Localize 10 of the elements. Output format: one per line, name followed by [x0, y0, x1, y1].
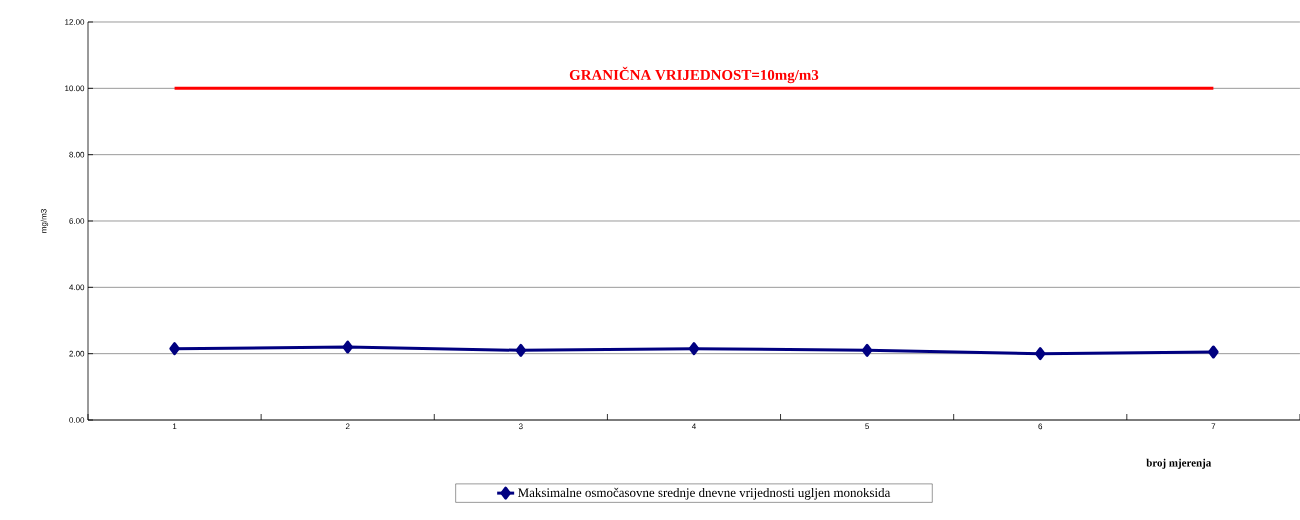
- point: [1208, 345, 1219, 359]
- ref-line-label: GRANIČNA VRIJEDNOST=10mg/m3: [569, 66, 819, 84]
- point: [342, 340, 353, 354]
- point: [169, 342, 180, 356]
- point: [688, 342, 700, 356]
- point: [515, 343, 527, 357]
- legend-label: Maksimalne osmočasovne srednje dnevne vrijednosti ugljen monoksida: [518, 487, 891, 500]
- point: [1035, 347, 1046, 361]
- point: [861, 343, 873, 357]
- x-axis-title: broj mjerenja: [1146, 458, 1212, 469]
